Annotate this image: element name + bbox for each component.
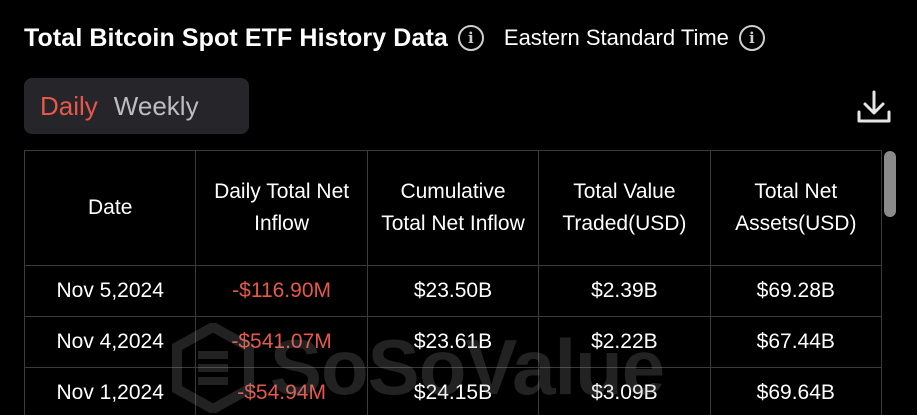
table-row: Nov 5,2024 -$116.90M $23.50B $2.39B $69.… [24,265,882,317]
period-tabs: Daily Weekly [24,78,249,134]
header: Total Bitcoin Spot ETF History Data i Ea… [24,20,765,56]
scrollbar-thumb[interactable] [884,151,896,217]
cell-value-traded: $3.09B [538,367,711,415]
timezone-label: Eastern Standard Time [503,25,729,50]
col-header-cumulative-inflow[interactable]: Cumulative Total Net Inflow [366,150,540,266]
cell-cumulative-inflow: $23.61B [366,316,540,368]
table-row: Nov 4,2024 -$541.07M $23.61B $2.22B $67.… [24,316,882,368]
cell-daily-inflow: -$116.90M [195,265,368,317]
download-icon[interactable] [854,88,894,128]
cell-date: Nov 1,2024 [24,367,197,415]
cell-net-assets: $69.28B [709,265,882,317]
etf-history-table: Date Daily Total Net Inflow Cumulative T… [24,150,882,415]
cell-cumulative-inflow: $24.15B [366,367,540,415]
tab-weekly[interactable]: Weekly [113,90,199,121]
tab-daily[interactable]: Daily [40,90,98,121]
page-title: Total Bitcoin Spot ETF History Data [24,23,448,52]
col-header-value-traded[interactable]: Total Value Traded(USD) [538,150,711,266]
table-row: Nov 1,2024 -$54.94M $24.15B $3.09B $69.6… [24,367,882,415]
col-header-date[interactable]: Date [24,150,197,266]
col-header-daily-inflow[interactable]: Daily Total Net Inflow [195,150,368,266]
timezone-info-icon[interactable]: i [738,25,765,51]
cell-cumulative-inflow: $23.50B [366,265,540,317]
cell-date: Nov 5,2024 [24,265,197,317]
cell-date: Nov 4,2024 [24,316,197,368]
info-icon[interactable]: i [457,25,484,51]
cell-value-traded: $2.22B [538,316,711,368]
cell-daily-inflow: -$541.07M [195,316,368,368]
cell-net-assets: $69.64B [709,367,882,415]
table-header-row: Date Daily Total Net Inflow Cumulative T… [24,150,882,266]
col-header-net-assets[interactable]: Total Net Assets(USD) [709,150,882,266]
cell-daily-inflow: -$54.94M [195,367,368,415]
cell-value-traded: $2.39B [538,265,711,317]
cell-net-assets: $67.44B [709,316,882,368]
